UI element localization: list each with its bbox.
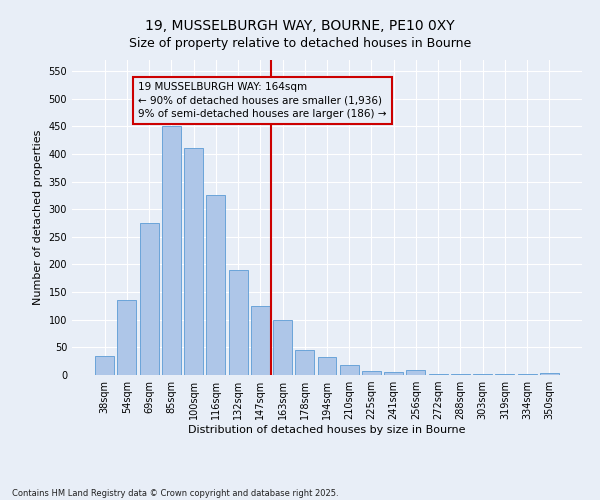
Bar: [95, 356, 114, 375]
Bar: [317, 358, 337, 375]
Y-axis label: Number of detached properties: Number of detached properties: [33, 130, 43, 305]
Bar: [162, 126, 181, 375]
Bar: [273, 320, 292, 375]
Bar: [206, 196, 225, 375]
Bar: [429, 374, 448, 375]
Bar: [362, 370, 381, 375]
Bar: [451, 374, 470, 375]
Bar: [251, 306, 270, 375]
Bar: [184, 148, 203, 375]
Bar: [384, 372, 403, 375]
Bar: [118, 300, 136, 375]
Bar: [229, 270, 248, 375]
Text: 19 MUSSELBURGH WAY: 164sqm
← 90% of detached houses are smaller (1,936)
9% of se: 19 MUSSELBURGH WAY: 164sqm ← 90% of deta…: [138, 82, 386, 118]
Text: Contains HM Land Registry data © Crown copyright and database right 2025.: Contains HM Land Registry data © Crown c…: [12, 488, 338, 498]
Text: Size of property relative to detached houses in Bourne: Size of property relative to detached ho…: [129, 37, 471, 50]
Bar: [473, 374, 492, 375]
Bar: [496, 374, 514, 375]
Bar: [406, 370, 425, 375]
Text: 19, MUSSELBURGH WAY, BOURNE, PE10 0XY: 19, MUSSELBURGH WAY, BOURNE, PE10 0XY: [145, 18, 455, 32]
X-axis label: Distribution of detached houses by size in Bourne: Distribution of detached houses by size …: [188, 425, 466, 435]
Bar: [295, 350, 314, 375]
Bar: [140, 223, 158, 375]
Bar: [340, 365, 359, 375]
Bar: [518, 374, 536, 375]
Bar: [540, 373, 559, 375]
